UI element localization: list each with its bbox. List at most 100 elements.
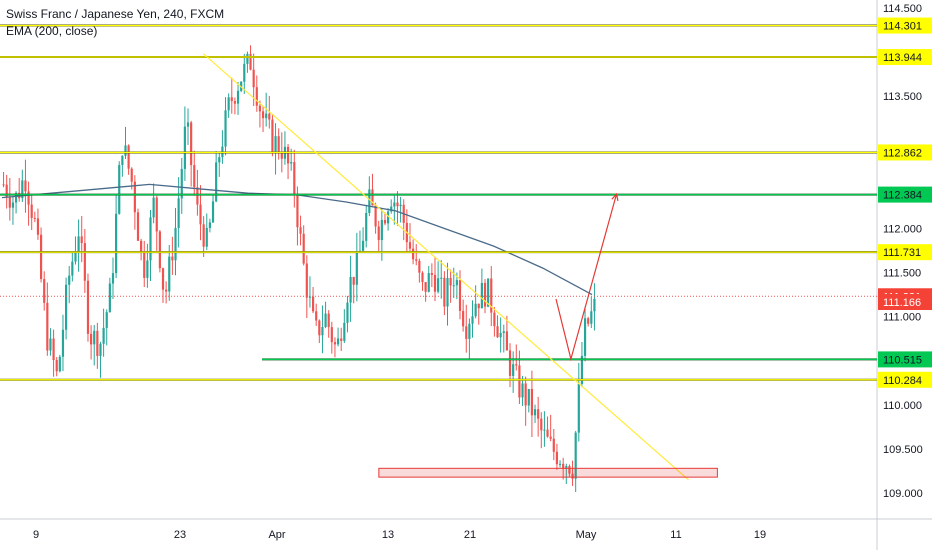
candle-body	[387, 211, 390, 224]
candle-body	[80, 236, 83, 244]
candle-body	[233, 101, 237, 104]
time-axis[interactable]: 9 23 Apr 13 21 May 11 19	[33, 529, 766, 541]
candle-body	[236, 90, 240, 104]
candle-body	[280, 152, 283, 159]
candle-body	[46, 302, 49, 351]
candle-body	[133, 181, 136, 213]
trendline	[203, 53, 689, 481]
candle-body	[468, 323, 471, 339]
candle-body	[258, 105, 262, 112]
candle-body	[368, 189, 371, 213]
candle-body	[230, 97, 233, 102]
x-tick-label: 23	[174, 529, 186, 541]
candle-body	[330, 327, 333, 343]
price-tag-label: 111.731	[883, 247, 921, 259]
horizontal-levels[interactable]: 114.301113.944112.862112.384111.731111.2…	[0, 17, 932, 388]
candle-body	[146, 260, 149, 278]
x-tick-label: 19	[754, 529, 766, 541]
candle-body	[299, 227, 302, 234]
candle-body	[487, 278, 490, 307]
x-tick-label: May	[576, 529, 597, 541]
candle-body	[83, 243, 86, 281]
price-tag	[878, 17, 932, 34]
chart-drawings[interactable]	[203, 53, 718, 481]
candle-body	[474, 303, 477, 317]
price-tag	[878, 371, 932, 388]
candle-body	[333, 342, 337, 345]
candle-body	[452, 285, 455, 287]
candle-body	[440, 277, 443, 279]
candle-body	[465, 326, 468, 339]
candle-body	[14, 192, 18, 203]
candle-body	[421, 272, 424, 283]
chart-legend: Swiss Franc / Japanese Yen, 240, FXCM EM…	[6, 6, 224, 40]
candle-body	[515, 364, 518, 366]
candle-body	[121, 155, 124, 165]
x-tick-label: 11	[670, 529, 681, 541]
price-axis[interactable]: 114.500 113.500 112.000 111.500 111.000 110.0…	[883, 3, 923, 500]
candle-body	[580, 355, 584, 384]
candle-body	[90, 333, 93, 345]
candle-body	[30, 204, 33, 218]
candle-body	[265, 113, 268, 119]
candle-body	[527, 388, 530, 406]
support-zone	[378, 467, 718, 478]
candle-body	[43, 279, 46, 303]
projection-arrowhead	[611, 192, 619, 202]
price-tag	[878, 144, 932, 161]
candle-body	[305, 263, 308, 298]
candle-body	[549, 436, 552, 439]
candle-body	[36, 218, 40, 235]
candle-body	[430, 273, 433, 275]
candle-body	[190, 122, 193, 166]
candle-body	[587, 318, 590, 324]
candle-body	[155, 197, 158, 232]
candle-body	[505, 331, 508, 351]
candle-body	[446, 277, 449, 307]
candle-body	[211, 201, 215, 223]
candle-body	[261, 111, 265, 119]
price-tag	[878, 244, 932, 261]
candle-body	[355, 251, 358, 285]
candle-body	[161, 268, 165, 290]
candle-body	[86, 280, 90, 334]
candle-body	[105, 312, 108, 328]
candle-body	[537, 409, 540, 419]
candle-body	[340, 338, 343, 341]
candle-body	[530, 388, 534, 416]
candle-body	[24, 180, 27, 192]
candle-body	[49, 338, 52, 351]
price-tag-label: 112.384	[883, 190, 922, 202]
y-tick-label: 111.500	[883, 268, 921, 280]
candle-body	[99, 343, 102, 356]
candle-body	[477, 303, 480, 309]
candle-body	[371, 189, 374, 206]
candle-body	[143, 251, 146, 278]
candle-body	[205, 227, 208, 247]
candle-body	[102, 327, 105, 344]
candle-body	[124, 145, 127, 156]
x-tick-label: 21	[464, 529, 476, 541]
candle-body	[27, 191, 30, 205]
price-tag-label: 111.166	[883, 297, 921, 309]
candle-body	[546, 429, 549, 437]
candle-body	[11, 202, 15, 208]
indicator-title: EMA (200, close)	[6, 24, 98, 38]
candle-body	[555, 451, 559, 465]
candle-body	[521, 383, 524, 398]
candle-body	[186, 122, 190, 127]
candle-body	[77, 236, 80, 253]
candle-body	[352, 276, 355, 285]
candle-body	[168, 256, 171, 292]
candle-body	[196, 187, 199, 205]
candle-body	[377, 226, 380, 241]
candle-body	[437, 278, 440, 292]
candle-body	[108, 283, 111, 313]
candle-body	[533, 409, 537, 416]
candle-body	[165, 289, 168, 292]
candle-body	[71, 261, 74, 276]
price-tag-label: 112.862	[883, 147, 922, 159]
candle-body	[327, 313, 330, 328]
candle-body	[127, 145, 130, 169]
